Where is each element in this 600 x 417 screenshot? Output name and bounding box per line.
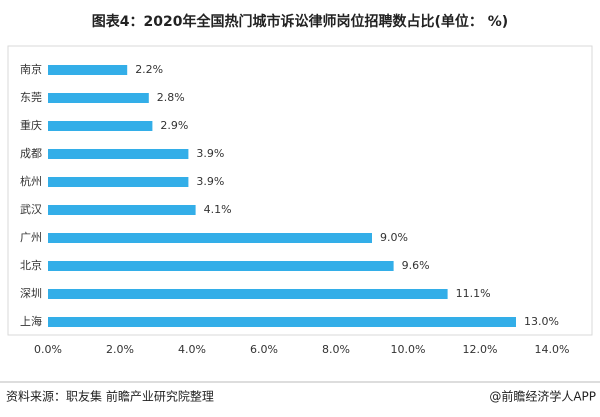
bar bbox=[48, 233, 372, 243]
y-tick-label: 重庆 bbox=[20, 118, 42, 132]
value-label: 2.8% bbox=[157, 91, 185, 104]
value-label: 13.0% bbox=[524, 315, 559, 328]
x-tick-label: 4.0% bbox=[178, 343, 206, 356]
y-tick-label: 武汉 bbox=[20, 203, 42, 216]
value-label: 3.9% bbox=[196, 147, 224, 160]
value-label: 2.2% bbox=[135, 63, 163, 76]
value-label: 3.9% bbox=[196, 175, 224, 188]
value-label: 9.0% bbox=[380, 231, 408, 244]
source: 资料来源：职友集 前瞻产业研究院整理 bbox=[6, 389, 214, 404]
x-tick-label: 14.0% bbox=[535, 343, 570, 356]
y-tick-label: 成都 bbox=[20, 147, 42, 160]
plot-frame bbox=[7, 45, 593, 336]
y-tick-label: 广州 bbox=[20, 231, 42, 244]
value-label: 9.6% bbox=[402, 259, 430, 272]
x-tick-label: 8.0% bbox=[322, 343, 350, 356]
y-tick-label: 深圳 bbox=[20, 287, 42, 300]
bar bbox=[48, 149, 189, 159]
bar bbox=[48, 93, 149, 103]
value-label: 4.1% bbox=[204, 203, 232, 216]
y-tick-label: 南京 bbox=[20, 62, 42, 76]
bar bbox=[48, 65, 128, 75]
x-tick-label: 2.0% bbox=[106, 343, 134, 356]
bar bbox=[48, 261, 394, 271]
chart-title: 图表4：2020年全国热门城市诉讼律师岗位招聘数占比(单位： %) bbox=[92, 13, 508, 30]
y-tick-label: 上海 bbox=[20, 314, 42, 328]
x-tick-label: 12.0% bbox=[463, 343, 498, 356]
y-tick-label: 东莞 bbox=[20, 91, 42, 104]
credit: @前瞻经济学人APP bbox=[489, 389, 596, 404]
bar bbox=[48, 205, 196, 215]
x-tick-label: 10.0% bbox=[391, 343, 426, 356]
bar bbox=[48, 121, 153, 131]
value-label: 2.9% bbox=[160, 119, 188, 132]
value-label: 11.1% bbox=[456, 287, 491, 300]
y-tick-label: 杭州 bbox=[20, 174, 42, 188]
bar bbox=[48, 289, 448, 299]
bar bbox=[48, 317, 516, 327]
x-tick-label: 0.0% bbox=[34, 343, 62, 356]
x-tick-label: 6.0% bbox=[250, 343, 278, 356]
y-tick-label: 北京 bbox=[20, 258, 42, 272]
bar bbox=[48, 177, 189, 187]
